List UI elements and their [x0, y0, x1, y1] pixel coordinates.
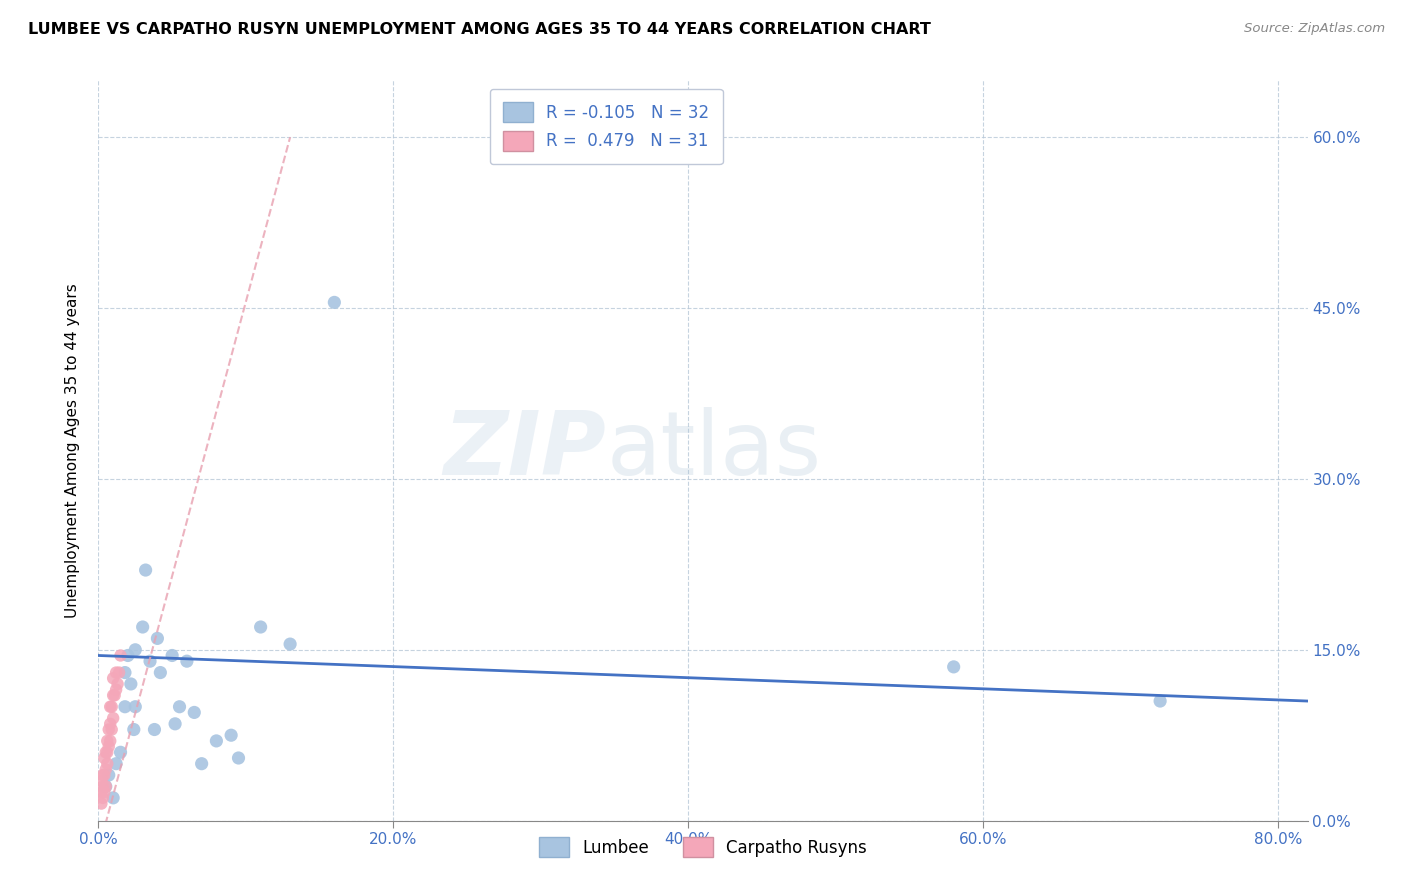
- Text: Source: ZipAtlas.com: Source: ZipAtlas.com: [1244, 22, 1385, 36]
- Point: [94, 780, 117, 794]
- Point: [98, 699, 121, 714]
- Point: [139, 654, 162, 668]
- Point: [94, 763, 117, 777]
- Point: [176, 654, 198, 668]
- Point: [205, 734, 228, 748]
- Point: [120, 677, 142, 691]
- Text: ZIP: ZIP: [443, 407, 606, 494]
- Text: atlas: atlas: [606, 407, 821, 494]
- Legend: Lumbee, Carpatho Rusyns: Lumbee, Carpatho Rusyns: [533, 830, 873, 864]
- Point: [105, 665, 128, 680]
- Point: [108, 665, 131, 680]
- Point: [190, 756, 212, 771]
- Point: [97, 768, 120, 782]
- Point: [110, 648, 132, 663]
- Y-axis label: Unemployment Among Ages 35 to 44 years: Unemployment Among Ages 35 to 44 years: [65, 283, 80, 618]
- Point: [278, 637, 301, 651]
- Point: [124, 699, 146, 714]
- Point: [110, 745, 132, 759]
- Point: [165, 716, 187, 731]
- Point: [323, 295, 346, 310]
- Point: [105, 682, 128, 697]
- Point: [100, 699, 122, 714]
- Point: [91, 768, 114, 782]
- Point: [135, 563, 157, 577]
- Point: [114, 699, 136, 714]
- Point: [97, 723, 120, 737]
- Point: [105, 756, 128, 771]
- Point: [91, 790, 114, 805]
- Point: [98, 716, 121, 731]
- Point: [131, 620, 153, 634]
- Point: [114, 665, 136, 680]
- Point: [160, 648, 183, 663]
- Point: [93, 768, 115, 782]
- Point: [90, 773, 112, 788]
- Point: [249, 620, 271, 634]
- Point: [183, 706, 205, 720]
- Point: [228, 751, 250, 765]
- Point: [93, 785, 115, 799]
- Point: [94, 745, 117, 759]
- Point: [90, 797, 112, 811]
- Text: LUMBEE VS CARPATHO RUSYN UNEMPLOYMENT AMONG AGES 35 TO 44 YEARS CORRELATION CHAR: LUMBEE VS CARPATHO RUSYN UNEMPLOYMENT AM…: [28, 22, 931, 37]
- Point: [101, 711, 124, 725]
- Point: [101, 671, 124, 685]
- Point: [169, 699, 191, 714]
- Point: [101, 790, 124, 805]
- Point: [219, 728, 242, 742]
- Point: [97, 739, 120, 754]
- Point: [122, 723, 145, 737]
- Point: [101, 689, 124, 703]
- Point: [91, 780, 114, 794]
- Point: [124, 642, 146, 657]
- Point: [96, 756, 118, 771]
- Point: [98, 734, 121, 748]
- Point: [100, 723, 122, 737]
- Point: [1149, 694, 1171, 708]
- Point: [107, 677, 129, 691]
- Point: [146, 632, 169, 646]
- Point: [93, 751, 115, 765]
- Point: [149, 665, 172, 680]
- Point: [143, 723, 166, 737]
- Point: [942, 660, 965, 674]
- Point: [104, 689, 127, 703]
- Point: [90, 785, 112, 799]
- Point: [94, 780, 117, 794]
- Point: [117, 648, 139, 663]
- Point: [96, 745, 118, 759]
- Point: [96, 734, 118, 748]
